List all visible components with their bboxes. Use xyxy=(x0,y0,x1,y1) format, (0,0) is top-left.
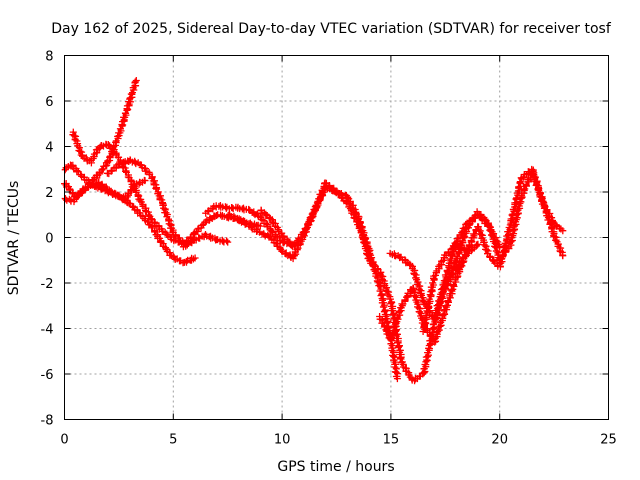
plus-markers xyxy=(376,247,471,346)
data-layer xyxy=(61,77,567,385)
plus-markers xyxy=(257,179,401,383)
x-tick-label: 20 xyxy=(491,433,508,448)
plus-markers xyxy=(179,231,232,251)
y-tick-label: 0 xyxy=(45,232,53,247)
y-tick-label: 2 xyxy=(45,186,53,201)
plus-markers xyxy=(224,183,373,263)
y-tick-label: 6 xyxy=(45,95,53,110)
satellite-track xyxy=(61,178,199,267)
plus-markers xyxy=(442,167,567,292)
x-tick-label: 15 xyxy=(383,433,400,448)
satellite-track xyxy=(202,202,297,249)
plus-markers xyxy=(202,202,297,249)
y-tick-label: -4 xyxy=(41,323,54,338)
satellite-track xyxy=(179,231,232,251)
x-tick-label: 0 xyxy=(60,433,68,448)
x-axis-label: GPS time / hours xyxy=(277,459,394,475)
satellite-track xyxy=(442,167,567,292)
y-tick-label: 4 xyxy=(45,141,53,156)
plus-markers xyxy=(61,178,199,267)
y-tick-label: -8 xyxy=(41,414,54,429)
satellite-track xyxy=(257,179,401,383)
y-tick-label: -6 xyxy=(41,368,54,383)
satellite-track xyxy=(376,247,471,346)
y-tick-label: 8 xyxy=(45,50,53,65)
x-tick-label: 5 xyxy=(169,433,177,448)
x-tick-label: 25 xyxy=(600,433,617,448)
tick-layer: 0 5 10 15 20 25 -8 -6 -4 -2 0 2 4 6 8 xyxy=(41,50,617,448)
x-tick-label: 10 xyxy=(274,433,291,448)
y-axis-label: SDTVAR / TECUs xyxy=(6,181,22,296)
satellite-track xyxy=(224,183,373,263)
y-tick-label: -2 xyxy=(41,277,54,292)
grid-layer xyxy=(64,55,609,420)
chart-title: Day 162 of 2025, Sidereal Day-to-day VTE… xyxy=(51,21,612,37)
